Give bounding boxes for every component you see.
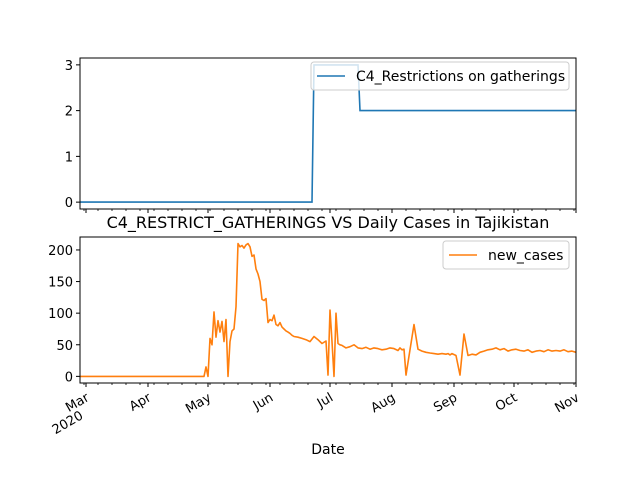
x-tick-label: Jun [250, 390, 276, 414]
top-legend: C4_Restrictions on gatherings [310, 61, 570, 91]
top-legend-box [310, 61, 570, 91]
bottom-y-tick-label: 0 [65, 370, 73, 385]
bottom-legend-box [442, 240, 570, 270]
chart-title: C4_RESTRICT_GATHERINGS VS Daily Cases in… [107, 213, 550, 233]
bottom-legend-label: new_cases [488, 248, 563, 264]
x-tick-label: May [183, 390, 214, 417]
x-tick-label: Nov [553, 390, 583, 416]
x-tick-label: Jul [314, 390, 336, 411]
top-x-ticks [83, 209, 577, 213]
top-plot-frame [79, 57, 577, 210]
x-axis-label: Date [311, 442, 344, 458]
x-tick-year-label: 2020 [50, 408, 86, 438]
bottom-y-tick-label: 150 [48, 276, 73, 291]
bottom-series-group [80, 242, 577, 378]
new-cases-line [80, 242, 577, 378]
top-subplot: 0 1 2 3 C4_Restrictions on gatherings [65, 57, 577, 213]
top-y-tick-label: 0 [65, 196, 73, 211]
bottom-y-tick-label: 50 [56, 339, 73, 354]
bottom-plot-frame [79, 236, 577, 384]
bottom-y-tick-label: 100 [48, 307, 73, 322]
top-y-axis: 0 1 2 3 [65, 59, 80, 211]
x-tick-label: Sep [431, 390, 460, 415]
x-tick-label: Apr [127, 390, 155, 415]
top-legend-label: C4_Restrictions on gatherings [356, 69, 565, 85]
bottom-subplot: C4_RESTRICT_GATHERINGS VS Daily Cases in… [48, 213, 582, 458]
x-tick-label: Oct [493, 390, 520, 414]
bottom-y-tick-label: 200 [48, 244, 73, 259]
bottom-legend: new_cases [442, 240, 570, 270]
x-tick-label: Aug [369, 390, 398, 416]
top-y-tick-label: 1 [65, 150, 73, 165]
bottom-y-axis: 0 50 100 150 200 [48, 244, 80, 385]
top-y-tick-label: 3 [65, 59, 73, 74]
top-y-tick-label: 2 [65, 105, 73, 120]
